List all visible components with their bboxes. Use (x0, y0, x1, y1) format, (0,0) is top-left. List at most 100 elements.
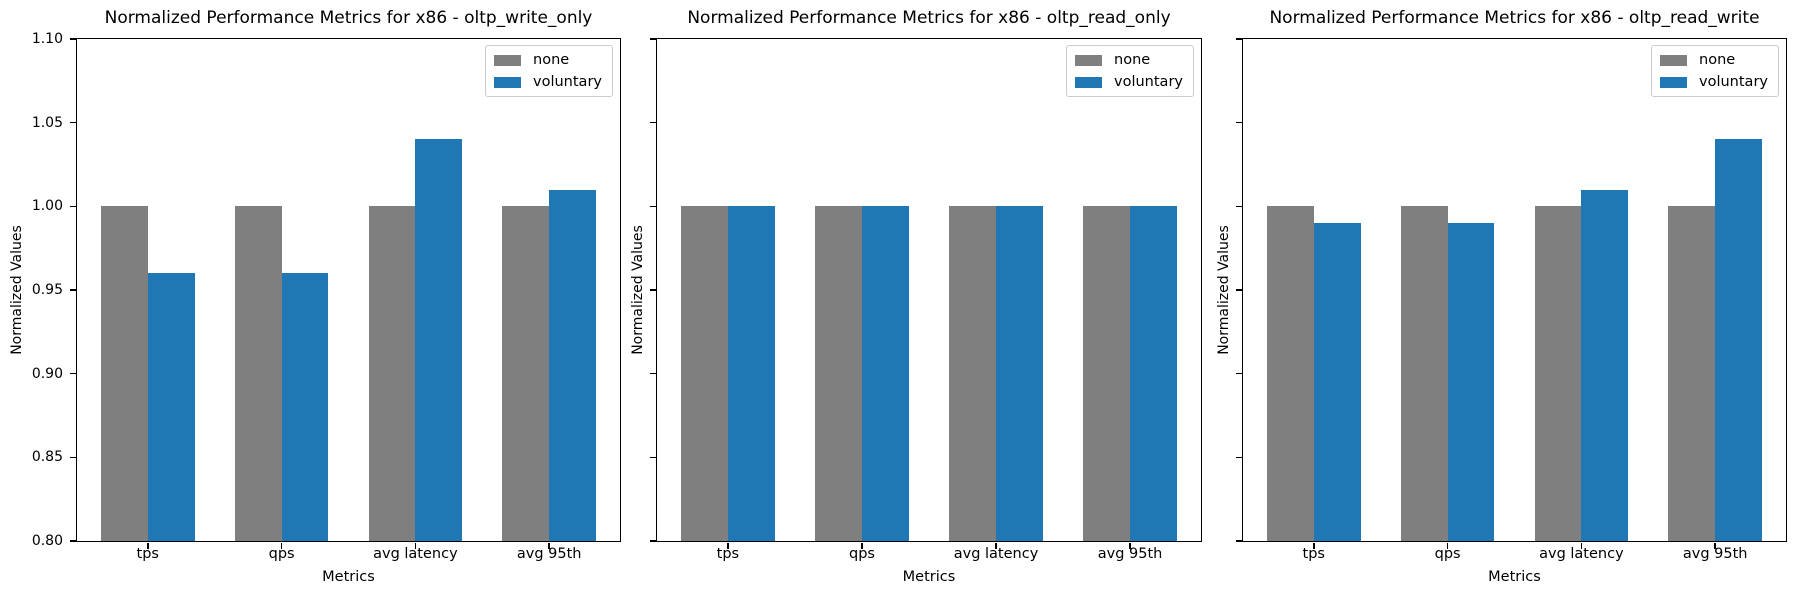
y-tick-mark (1235, 540, 1242, 542)
legend-label-none: none (1699, 52, 1736, 68)
legend-swatch-none (1075, 54, 1103, 66)
x-tick-label: avg latency (373, 546, 458, 562)
y-tick-mark (69, 38, 76, 40)
legend-entry-none: none (1660, 52, 1768, 68)
legend-swatch-voluntary (1075, 76, 1103, 88)
x-axis-label: Metrics (1488, 569, 1541, 585)
legend-swatch-voluntary (1660, 76, 1688, 88)
legend-entry-voluntary: voluntary (1075, 74, 1183, 90)
y-tick-mark (1235, 38, 1242, 40)
y-tick-mark (649, 205, 656, 208)
bar-none-avg-latency (368, 206, 416, 541)
y-tick-mark (69, 456, 76, 459)
bar-voluntary-tps (147, 273, 195, 541)
y-tick-mark (1235, 205, 1242, 208)
legend: none voluntary (1651, 45, 1779, 97)
legend-label-voluntary: voluntary (1114, 74, 1183, 90)
y-tick-label: 0.95 (31, 282, 63, 298)
plot-area-oltp-read-only: tps qps avg latency avg 95th none voluntary (649, 38, 1202, 562)
legend-swatch-voluntary (494, 76, 522, 88)
bar-voluntary-tps (727, 206, 775, 541)
bar-none-tps (1266, 206, 1314, 541)
x-axis-label: Metrics (322, 569, 375, 585)
y-tick-label: 0.80 (31, 533, 63, 549)
legend-entry-none: none (1075, 52, 1183, 68)
legend-entry-voluntary: voluntary (494, 74, 602, 90)
x-tick-mark (548, 542, 550, 549)
legend: none voluntary (1066, 45, 1194, 97)
bar-none-avg-latency (1534, 206, 1582, 541)
bar-none-avg-95th (1083, 206, 1131, 541)
y-tick-mark (1235, 456, 1242, 459)
legend-entry-voluntary: voluntary (1660, 74, 1768, 90)
x-tick-label: tps (1302, 546, 1325, 562)
x-tick-label: avg 95th (1097, 546, 1163, 562)
x-tick-mark (1312, 542, 1315, 549)
legend-label-none: none (533, 52, 570, 68)
bar-voluntary-qps (861, 206, 909, 541)
bar-voluntary-qps (281, 273, 329, 541)
x-tick-mark (727, 542, 729, 549)
legend-label-none: none (1114, 52, 1151, 68)
bar-none-qps (815, 206, 862, 541)
x-tick-label: avg latency (953, 546, 1039, 562)
plot-area-oltp-write-only: 0.80 0.85 0.90 0.95 1.00 1.05 1.10 tps qps avg la… (32, 31, 621, 562)
bar-voluntary-qps (1447, 223, 1495, 541)
y-tick-mark (649, 456, 656, 459)
y-axis-label: Normalized Values (630, 225, 646, 355)
x-axis-label: Metrics (902, 569, 956, 585)
bar-none-tps (100, 206, 148, 541)
legend: none voluntary (485, 45, 613, 97)
bar-voluntary-avg-latency (996, 206, 1043, 541)
bar-none-avg-95th (1668, 206, 1716, 541)
legend-label-voluntary: voluntary (1699, 74, 1768, 90)
y-tick-label: 0.90 (31, 365, 63, 382)
bar-none-tps (680, 206, 728, 541)
chart-title-oltp-read-write: Normalized Performance Metrics for x86 -… (1269, 8, 1760, 28)
y-tick-mark (69, 372, 76, 375)
x-tick-mark (861, 542, 863, 549)
x-tick-mark (280, 542, 283, 549)
x-tick-mark (1714, 542, 1716, 549)
legend-swatch-none (1660, 54, 1688, 66)
y-tick-mark (69, 121, 76, 124)
x-tick-label: qps (268, 546, 295, 562)
y-tick-mark (649, 372, 656, 375)
y-tick-label: 1.00 (31, 198, 63, 215)
chart-title-oltp-write-only: Normalized Performance Metrics for x86 -… (104, 8, 593, 28)
bar-voluntary-avg-95th (1130, 206, 1177, 541)
x-tick-mark (414, 542, 417, 549)
y-tick-mark (1235, 121, 1242, 124)
x-tick-label: qps (1434, 546, 1461, 562)
chart-title-oltp-read-only: Normalized Performance Metrics for x86 -… (687, 8, 1171, 28)
x-tick-label: avg latency (1539, 546, 1624, 562)
bar-voluntary-avg-latency (1581, 189, 1629, 541)
x-tick-mark (146, 542, 149, 549)
x-tick-label: avg 95th (516, 546, 582, 562)
x-tick-label: tps (716, 546, 740, 562)
x-tick-mark (995, 542, 997, 549)
y-tick-label: 1.10 (31, 31, 63, 47)
y-tick-mark (649, 121, 656, 124)
x-tick-label: tps (136, 546, 159, 562)
legend-entry-none: none (494, 52, 602, 68)
x-tick-label: qps (848, 546, 875, 562)
bar-voluntary-avg-latency (415, 139, 463, 541)
x-tick-mark (1580, 542, 1583, 549)
bar-none-qps (234, 206, 282, 541)
bar-none-avg-latency (949, 206, 996, 541)
x-tick-mark (1129, 542, 1131, 549)
y-tick-mark (69, 289, 76, 291)
x-tick-label: avg 95th (1682, 546, 1748, 562)
bar-none-avg-95th (502, 206, 550, 541)
bar-voluntary-tps (1313, 223, 1361, 541)
bar-voluntary-avg-95th (1715, 139, 1763, 541)
plot-area-oltp-read-write: tps qps avg latency avg 95th none voluntary (1235, 38, 1787, 562)
y-tick-mark (1235, 372, 1242, 375)
bar-voluntary-avg-95th (549, 189, 597, 541)
y-tick-label: 0.85 (31, 449, 63, 466)
y-tick-mark (69, 205, 76, 208)
x-tick-mark (1446, 542, 1449, 549)
y-tick-mark (69, 540, 76, 542)
